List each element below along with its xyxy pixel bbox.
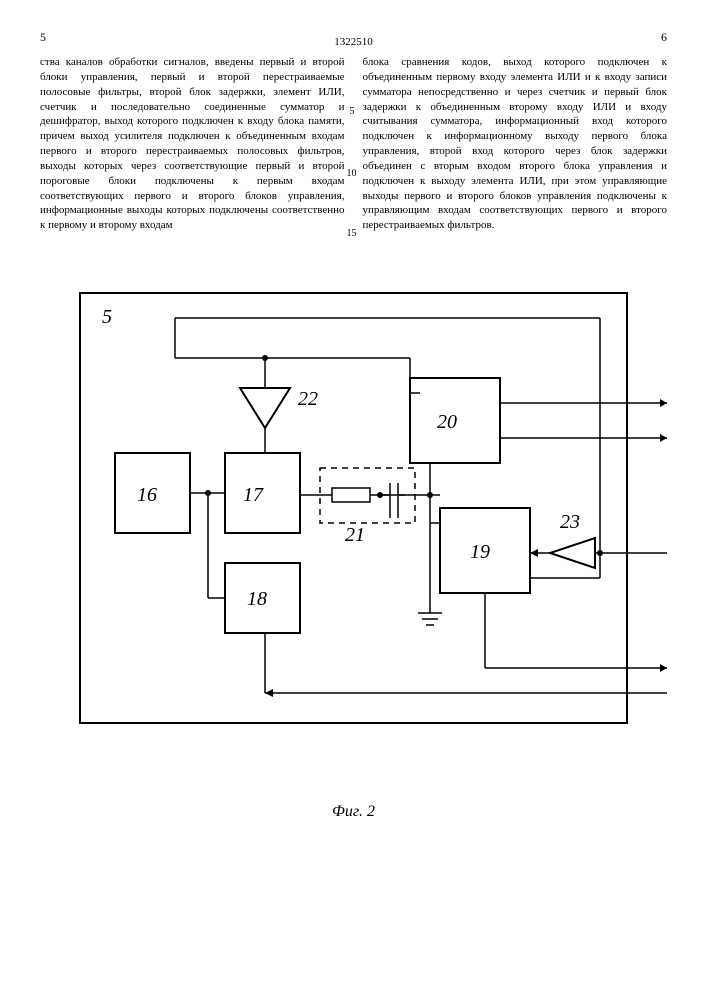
block-21-label: 21: [345, 524, 365, 546]
page-number-left: 5: [40, 30, 46, 45]
outer-label: 5: [102, 306, 112, 328]
amplifier-23: [550, 538, 595, 568]
line-marker-5: 5: [350, 105, 355, 119]
figure-diagram: 5 16 17 18 20 19 21: [40, 273, 667, 813]
column-right: блока сравнения кодов, выход которого по…: [363, 55, 668, 233]
body-text-right: блока сравнения кодов, выход которого по…: [363, 56, 668, 231]
column-left: ства каналов обработки сигналов, введены…: [40, 55, 345, 233]
line-marker-15: 15: [347, 227, 357, 241]
arrow-20-out1: [660, 399, 667, 407]
page: 5 6 1322510 ства каналов обработки сигна…: [0, 0, 707, 843]
block-23-label: 23: [560, 511, 580, 533]
line-marker-10: 10: [347, 167, 357, 181]
block-16-label: 16: [137, 484, 157, 506]
body-text-left: ства каналов обработки сигналов, введены…: [40, 56, 345, 231]
text-columns: 1322510 ства каналов обработки сигналов,…: [40, 55, 667, 233]
amplifier-22: [240, 388, 290, 428]
arrow-bottom-in: [265, 689, 273, 697]
block-20-label: 20: [437, 411, 457, 433]
diagram-svg: 5 16 17 18 20 19 21: [40, 273, 667, 793]
figure-label: Фиг. 2: [40, 803, 667, 821]
block-22-label: 22: [298, 388, 318, 410]
arrow-19-out: [660, 664, 667, 672]
arrow-23-19: [530, 549, 538, 557]
patent-number: 1322510: [334, 35, 373, 50]
block-19-label: 19: [470, 541, 490, 563]
node-22top: [262, 355, 268, 361]
arrow-20-out2: [660, 434, 667, 442]
block-18-label: 18: [247, 588, 267, 610]
block-17-label: 17: [243, 484, 264, 506]
page-number-right: 6: [661, 30, 667, 45]
resistor-icon: [332, 488, 370, 502]
